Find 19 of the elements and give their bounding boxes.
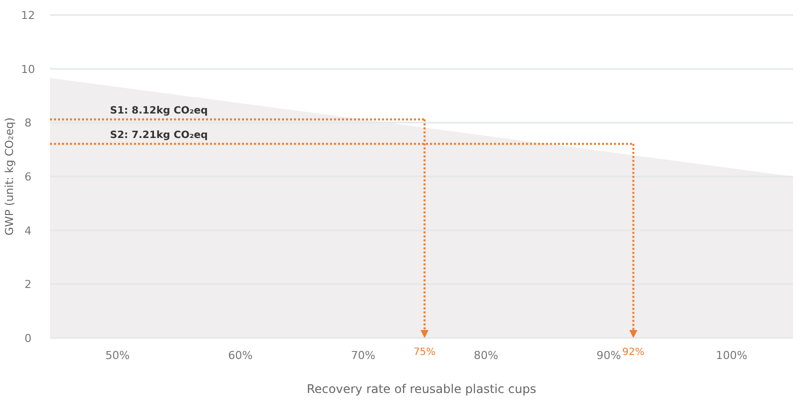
y-tick-label: 2 (24, 278, 32, 292)
x-tick-label: 50% (105, 349, 130, 362)
y-tick-label: 12 (21, 9, 35, 22)
x-tick-label: 80% (474, 349, 498, 362)
ref-line-label: 75% (413, 347, 436, 358)
y-tick-label: 8 (24, 116, 32, 130)
ref-line-label: S2: 7.21kg CO₂eq (110, 130, 208, 141)
x-tick-label: 70% (350, 349, 376, 362)
x-tick-label: 100% (716, 349, 748, 362)
x-tick-label: 90% (596, 349, 622, 362)
y-axis-title: GWP (unit: kg CO₂eq) (3, 118, 16, 236)
y-tick-label: 6 (24, 170, 32, 184)
y-tick-label: 10 (21, 62, 35, 76)
x-tick-label: 60% (228, 349, 253, 362)
y-tick-label: 0 (24, 332, 32, 345)
x-axis-title: Recovery rate of reusable plastic cups (306, 382, 536, 396)
y-tick-label: 4 (24, 224, 32, 238)
ref-line-label: S1: 8.12kg CO₂eq (110, 105, 208, 116)
ref-line-label: 92% (622, 347, 644, 358)
